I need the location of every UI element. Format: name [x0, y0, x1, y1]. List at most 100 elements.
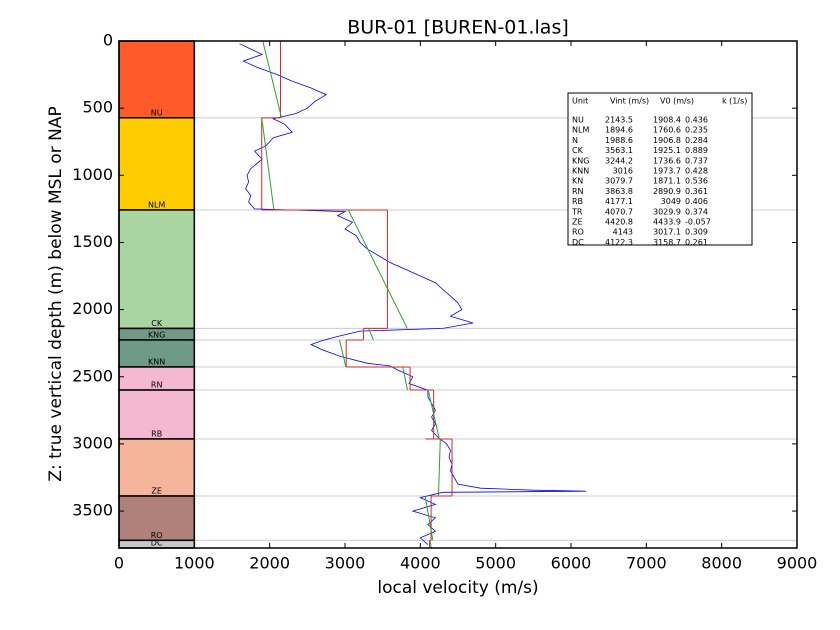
table-unit: RO	[572, 228, 584, 237]
y-tick-label: 500	[82, 98, 113, 117]
table-unit: N	[572, 136, 578, 145]
x-tick-label: 5000	[475, 554, 516, 573]
y-tick-label: 3500	[72, 501, 113, 520]
y-tick-label: 1000	[72, 165, 113, 184]
table-header: k (1/s)	[722, 97, 747, 106]
table-vint: 3244.2	[605, 156, 633, 165]
formation-box	[118, 117, 196, 211]
x-tick-label: 9000	[777, 554, 818, 573]
table-unit: KNG	[572, 156, 589, 165]
table-v0: 1760.6	[653, 126, 681, 135]
table-vint: 4143	[613, 228, 633, 237]
linear-velocity	[437, 438, 441, 497]
table-k: 0.261	[685, 238, 708, 247]
table-vint: 3863.8	[605, 187, 633, 196]
y-tick-label: 1500	[72, 232, 113, 251]
table-unit: TR	[571, 207, 583, 216]
formation-label: RB	[151, 429, 162, 438]
table-vint: 4177.1	[605, 197, 633, 206]
table-vint: 4420.8	[605, 218, 633, 227]
table-unit: CK	[572, 146, 584, 155]
table-v0: 3049	[661, 197, 681, 206]
formation-label: KNN	[148, 357, 165, 366]
x-tick-label: 0	[114, 554, 124, 573]
table-v0: 1906.8	[653, 136, 681, 145]
linear-velocity	[261, 117, 275, 211]
table-vint: 3016	[613, 167, 633, 176]
table-v0: 3029.9	[653, 207, 681, 216]
table-k: 0.536	[685, 177, 708, 186]
y-axis-label: Z: true vertical depth (m) below MSL or …	[46, 106, 66, 481]
formation-box	[118, 438, 196, 497]
table-vint: 3563.1	[605, 146, 633, 155]
table-unit: NU	[572, 116, 584, 125]
x-tick-label: 2000	[249, 554, 290, 573]
table-k: 0.361	[685, 187, 708, 196]
table-box	[567, 92, 753, 246]
table-k: 0.428	[685, 167, 708, 176]
table-vint: 3079.7	[605, 177, 633, 186]
formation-label: KNG	[148, 330, 165, 339]
table-header: V0 (m/s)	[660, 97, 694, 106]
formation-label: RO	[151, 531, 163, 540]
table-v0: 2890.9	[653, 187, 681, 196]
table-vint: 4122.3	[605, 238, 633, 247]
formation-label: DC	[151, 539, 163, 548]
linear-velocity	[338, 339, 347, 368]
formation-label: CK	[151, 319, 163, 328]
formation-label: RN	[151, 381, 163, 390]
linear-velocity	[424, 495, 434, 541]
table-k: 0.235	[685, 126, 708, 135]
x-tick-label: 7000	[626, 554, 667, 573]
y-tick-label: 2000	[72, 299, 113, 318]
table-unit: RN	[572, 187, 584, 196]
formation-box	[118, 495, 196, 542]
x-tick-label: 8000	[701, 554, 742, 573]
table-vint: 1894.6	[605, 126, 633, 135]
x-axis-label: local velocity (m/s)	[377, 578, 538, 598]
y-tick-label: 3000	[72, 433, 113, 452]
table-unit: KN	[572, 177, 583, 186]
table-v0: 3017.1	[653, 228, 681, 237]
table-vint: 4070.7	[605, 207, 633, 216]
table-unit: DC	[572, 238, 584, 247]
table-v0: 3158.7	[653, 238, 681, 247]
table-v0: 1871.1	[653, 177, 681, 186]
table-k: 0.406	[685, 197, 708, 206]
linear-velocity	[427, 389, 440, 440]
table-k: 0.309	[685, 228, 708, 237]
linear-velocity	[262, 40, 283, 118]
linear-velocity	[402, 366, 408, 391]
table-header: Unit	[572, 97, 588, 106]
table-v0: 1908.4	[653, 116, 681, 125]
table-k: 0.889	[685, 146, 708, 155]
linear-velocity	[368, 328, 374, 341]
table-v0: 1973.7	[653, 167, 681, 176]
table-k: 0.374	[685, 207, 708, 216]
table-v0: 1736.6	[653, 156, 681, 165]
formation-box	[118, 40, 196, 119]
linear-velocity	[429, 540, 432, 549]
x-tick-label: 1000	[174, 554, 215, 573]
y-tick-label: 0	[103, 31, 113, 50]
chart-title: BUR-01 [BUREN-01.las]	[347, 17, 569, 39]
velocity-log	[239, 43, 587, 545]
table-header: Vint (m/s)	[610, 97, 649, 106]
formation-label: ZE	[151, 487, 162, 496]
table-unit: ZE	[572, 218, 583, 227]
table-unit: RB	[572, 197, 583, 206]
formation-box	[118, 209, 196, 330]
table-unit: NLM	[572, 126, 589, 135]
formation-label: NU	[151, 108, 163, 117]
x-tick-label: 4000	[400, 554, 441, 573]
y-tick-label: 2500	[72, 366, 113, 385]
formation-label: NLM	[148, 200, 165, 209]
table-unit: KNN	[572, 167, 589, 176]
plot-frame	[118, 40, 798, 549]
table-v0: 4433.9	[653, 218, 681, 227]
x-tick-label: 3000	[325, 554, 366, 573]
table-k: 0.436	[685, 116, 708, 125]
table-k: 0.737	[685, 156, 708, 165]
